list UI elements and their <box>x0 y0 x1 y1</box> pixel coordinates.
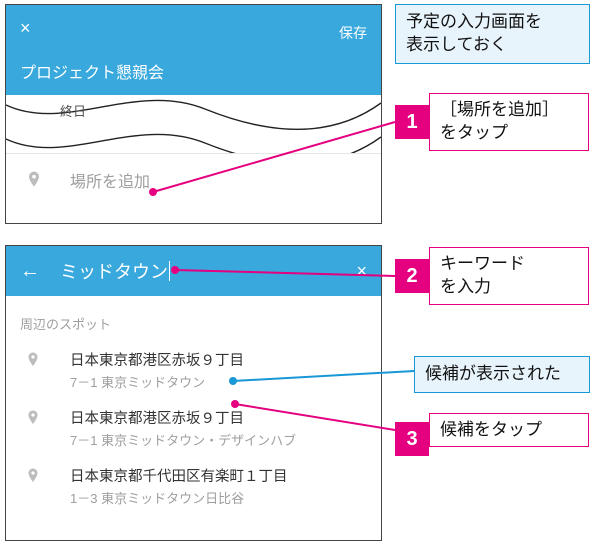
nearby-section-label: 周辺のスポット <box>6 296 381 341</box>
suggestion-subtitle: 7－1 東京ミッドタウン・デザインハブ <box>70 430 367 449</box>
suggestion-row[interactable]: 日本東京都港区赤坂９丁目 7－1 東京ミッドタウン <box>6 341 381 399</box>
step-badge-2: 2 <box>395 259 429 293</box>
callout-step1: ［場所を追加］ をタップ <box>429 93 589 151</box>
location-pin-icon <box>24 170 44 190</box>
save-button[interactable]: 保存 <box>339 23 367 43</box>
clear-icon[interactable]: × <box>356 261 367 282</box>
back-icon[interactable]: ← <box>20 260 40 283</box>
step-badge-1: 1 <box>395 105 429 139</box>
callout-step3: 候補をタップ <box>429 413 589 447</box>
suggestion-subtitle: 7－1 東京ミッドタウン <box>70 372 367 391</box>
suggestion-row[interactable]: 日本東京都千代田区有楽町１丁目 1－3 東京ミッドタウン日比谷 <box>6 457 381 515</box>
event-header: × 保存 プロジェクト懇親会 <box>6 5 381 95</box>
search-header: ← ミッドタウン × <box>6 246 381 296</box>
search-input[interactable]: ミッドタウン <box>60 258 356 284</box>
suggestion-title: 日本東京都港区赤坂９丁目 <box>70 407 367 428</box>
location-search-panel: ← ミッドタウン × 周辺のスポット 日本東京都港区赤坂９丁目 7－1 東京ミッ… <box>5 245 382 541</box>
step-badge-3: 3 <box>395 422 429 456</box>
suggestion-subtitle: 1－3 東京ミッドタウン日比谷 <box>70 488 367 507</box>
location-pin-icon <box>24 409 42 427</box>
add-location-label: 場所を追加 <box>70 168 150 192</box>
callout-intro: 予定の入力画面を 表示しておく <box>395 4 590 64</box>
allday-label: 終日 <box>60 101 86 120</box>
add-location-row[interactable]: 場所を追加 <box>6 153 381 206</box>
location-pin-icon <box>24 351 42 369</box>
search-query-text: ミッドタウン <box>60 262 168 282</box>
suggestion-title: 日本東京都千代田区有楽町１丁目 <box>70 465 367 486</box>
callout-step2: キーワード を入力 <box>429 247 589 305</box>
close-icon[interactable]: × <box>20 19 31 37</box>
location-pin-icon <box>24 467 42 485</box>
suggestion-row[interactable]: 日本東京都港区赤坂９丁目 7－1 東京ミッドタウン・デザインハブ <box>6 399 381 457</box>
suggestion-title: 日本東京都港区赤坂９丁目 <box>70 349 367 370</box>
text-caret <box>169 261 170 281</box>
callout-candidates: 候補が表示された <box>414 356 590 393</box>
torn-separator: 終日 <box>6 95 381 153</box>
event-edit-panel: × 保存 プロジェクト懇親会 終日 場所を追加 <box>5 4 382 224</box>
event-title[interactable]: プロジェクト懇親会 <box>20 59 164 83</box>
